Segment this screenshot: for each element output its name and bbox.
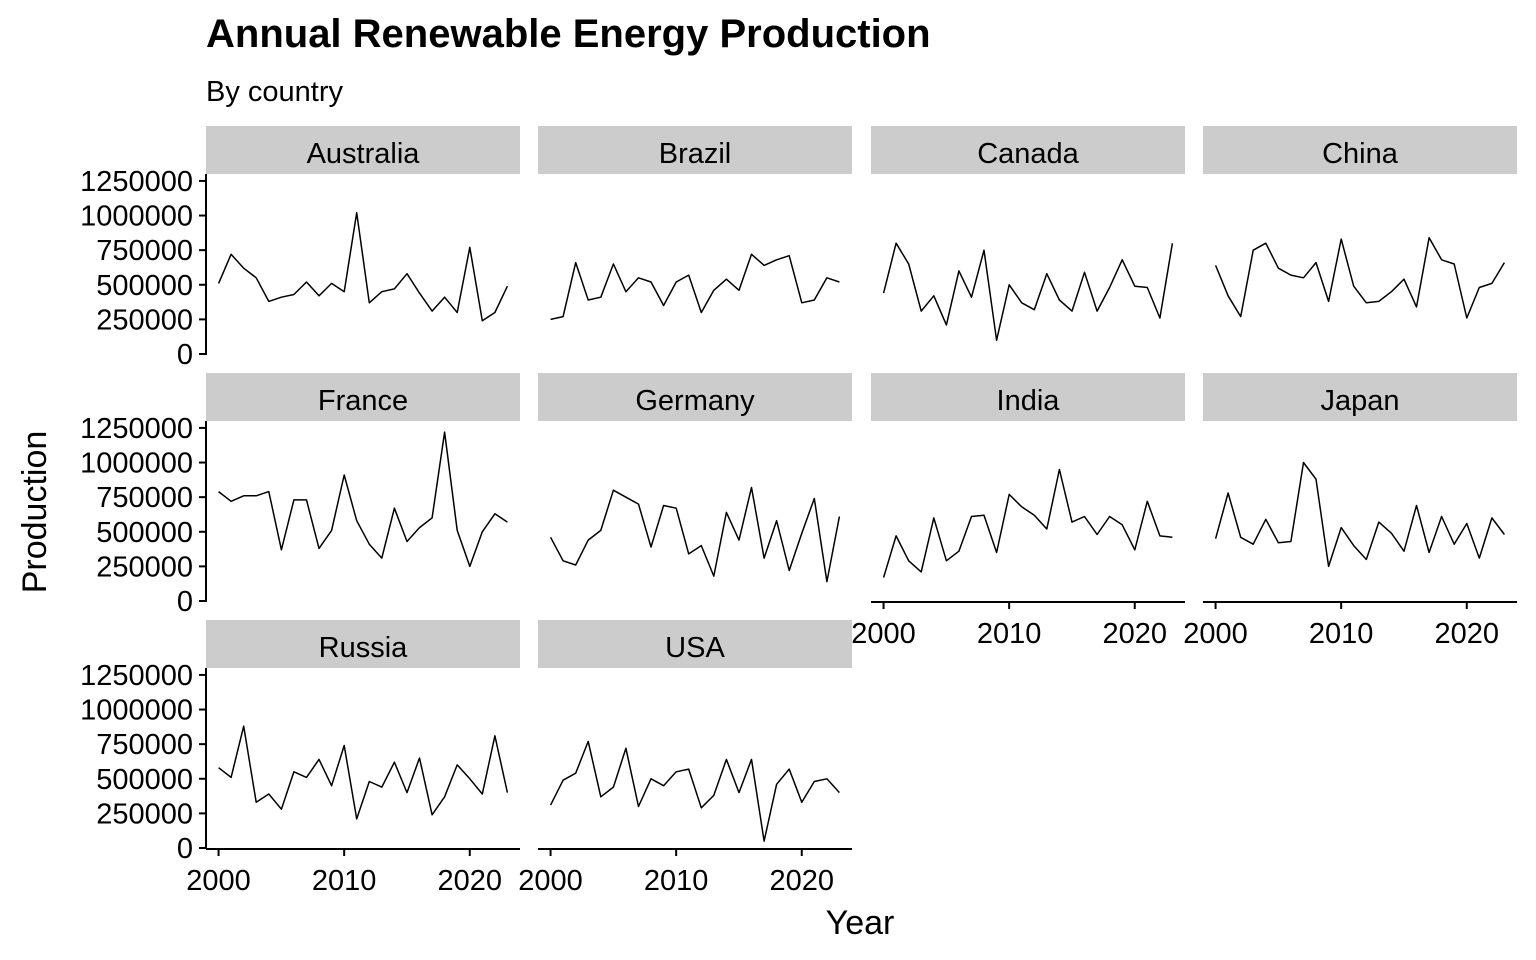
facet-strip [1203,373,1517,421]
y-tick-label: 0 [177,586,193,618]
facet-label: Russia [319,632,409,664]
facet-strip [871,126,1185,174]
series-line [882,242,1174,341]
y-tick-label: 0 [177,833,193,865]
y-tick-label: 250000 [96,798,193,830]
y-tick-label: 1250000 [80,166,193,198]
y-tick-label: 500000 [96,764,193,796]
y-tick-label: 1000000 [80,695,193,727]
series-line [549,486,841,583]
x-tick-label: 2020 [1435,618,1500,650]
y-tick-label: 500000 [96,270,193,302]
x-tick-label: 2000 [518,865,583,897]
y-tick-label: 0 [177,339,193,371]
y-tick-label: 250000 [96,304,193,336]
facet-strip [1203,126,1517,174]
y-tick-label: 1250000 [80,413,193,445]
y-tick-label: 750000 [96,729,193,761]
series-line [218,431,508,568]
y-tick-label: 250000 [96,551,193,583]
chart-title: Annual Renewable Energy Production [206,12,931,56]
series-line [218,725,509,820]
x-tick-label: 2000 [851,618,916,650]
series-line [1214,461,1505,568]
y-tick-label: 1250000 [80,660,193,692]
facet-label: India [997,385,1061,417]
y-axis-title: Production [16,431,54,594]
x-axis-title: Year [826,904,895,942]
y-tick-label: 750000 [96,235,193,267]
facet-label: Germany [635,385,755,417]
y-tick-label: 750000 [96,482,193,514]
y-tick-label: 500000 [96,517,193,549]
facet-label: Australia [307,138,421,170]
facet-label: China [1322,138,1399,170]
facet-strip [538,373,852,421]
facet-strip [538,620,852,668]
x-tick-label: 2010 [1309,618,1374,650]
facet-strip [206,373,520,421]
facet-strip [871,373,1185,421]
series-line [217,212,509,322]
facet-label: Brazil [659,138,732,170]
x-tick-label: 2020 [438,865,503,897]
facet-strip [206,620,520,668]
series-line [1214,236,1506,319]
series-line [882,468,1173,578]
facet-label: USA [665,632,725,664]
facet-label: Canada [977,138,1079,170]
x-tick-label: 2000 [1183,618,1248,650]
chart-subtitle: By country [206,76,343,108]
x-tick-label: 2010 [312,865,377,897]
x-tick-label: 2010 [644,865,709,897]
facet-label: Japan [1320,385,1399,417]
x-tick-label: 2010 [977,618,1042,650]
x-tick-label: 2000 [186,865,251,897]
series-line [549,740,840,842]
series-line [550,253,840,321]
x-tick-label: 2020 [1103,618,1168,650]
facet-strip [206,126,520,174]
facet-label: France [318,385,408,417]
y-tick-label: 1000000 [80,448,193,480]
y-tick-label: 1000000 [80,201,193,233]
x-tick-label: 2020 [770,865,835,897]
facet-strip [538,126,852,174]
